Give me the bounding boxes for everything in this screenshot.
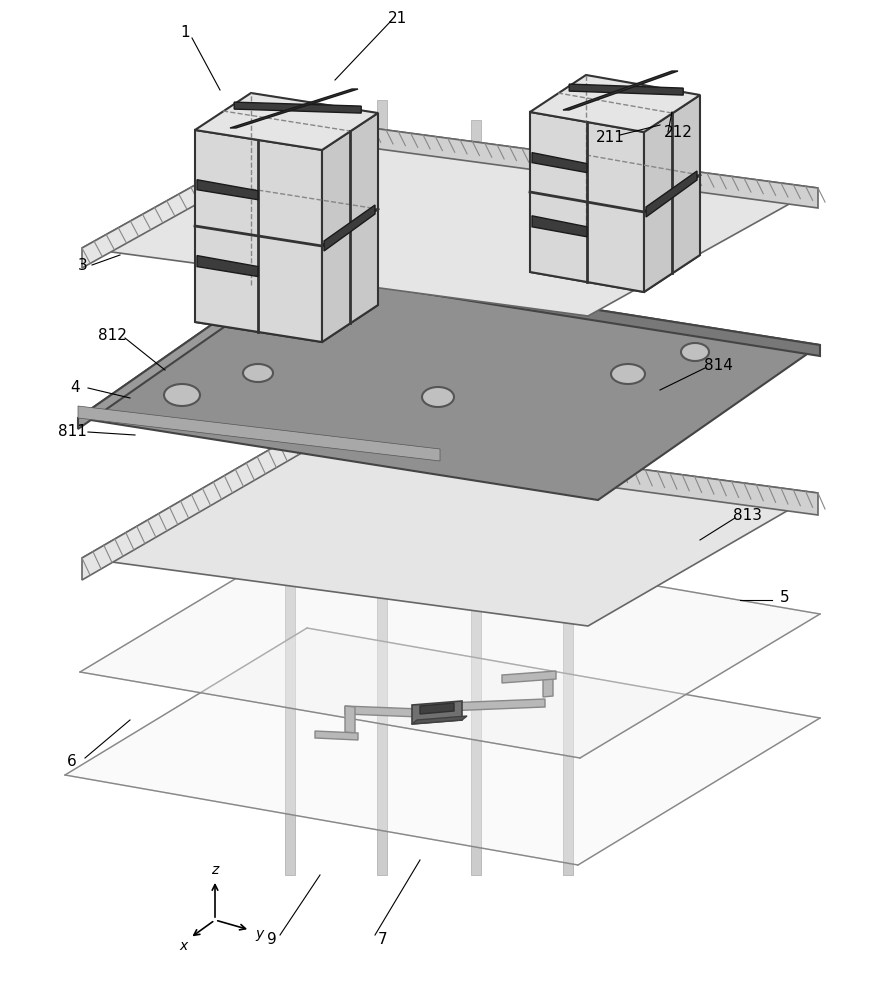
Text: 5: 5	[780, 590, 789, 605]
Polygon shape	[529, 75, 699, 132]
Polygon shape	[344, 706, 355, 733]
Polygon shape	[80, 528, 819, 758]
Polygon shape	[420, 703, 453, 714]
Polygon shape	[529, 75, 586, 272]
Polygon shape	[377, 100, 386, 875]
Polygon shape	[78, 406, 440, 461]
Polygon shape	[412, 716, 466, 724]
Polygon shape	[344, 706, 444, 718]
Polygon shape	[444, 699, 544, 711]
Polygon shape	[644, 95, 699, 292]
Polygon shape	[563, 71, 677, 110]
Polygon shape	[501, 671, 556, 683]
Polygon shape	[234, 102, 361, 113]
Text: 211: 211	[595, 130, 623, 145]
Text: 3: 3	[78, 257, 88, 272]
Text: 9: 9	[267, 932, 277, 947]
Polygon shape	[645, 171, 696, 217]
Polygon shape	[82, 425, 817, 626]
Polygon shape	[471, 120, 480, 875]
Text: y: y	[255, 927, 263, 941]
Polygon shape	[321, 113, 378, 342]
Polygon shape	[230, 89, 357, 128]
Polygon shape	[531, 216, 587, 237]
Polygon shape	[251, 93, 378, 305]
Polygon shape	[529, 235, 699, 292]
Text: x: x	[178, 939, 187, 953]
Text: 814: 814	[702, 358, 731, 372]
Text: 811: 811	[57, 424, 86, 440]
Polygon shape	[195, 93, 251, 322]
Polygon shape	[195, 285, 378, 342]
Polygon shape	[312, 120, 817, 208]
Polygon shape	[284, 148, 295, 875]
Ellipse shape	[164, 384, 200, 406]
Polygon shape	[65, 628, 819, 865]
Polygon shape	[195, 130, 321, 342]
Ellipse shape	[421, 387, 453, 407]
Text: z: z	[211, 863, 219, 877]
Polygon shape	[197, 256, 258, 277]
Polygon shape	[299, 263, 819, 356]
Polygon shape	[78, 263, 819, 500]
Polygon shape	[529, 112, 644, 292]
Polygon shape	[324, 205, 375, 251]
Polygon shape	[78, 263, 299, 429]
Polygon shape	[197, 180, 258, 200]
Polygon shape	[543, 678, 552, 697]
Polygon shape	[82, 120, 312, 268]
Text: 212: 212	[663, 125, 692, 140]
Polygon shape	[314, 731, 357, 740]
Ellipse shape	[610, 364, 644, 384]
Polygon shape	[563, 148, 572, 875]
Text: 813: 813	[732, 508, 761, 522]
Text: 1: 1	[180, 25, 190, 40]
Polygon shape	[312, 425, 817, 515]
Polygon shape	[82, 120, 817, 316]
Polygon shape	[586, 75, 699, 255]
Polygon shape	[569, 84, 682, 95]
Polygon shape	[531, 153, 587, 173]
Polygon shape	[412, 701, 462, 724]
Text: 4: 4	[70, 380, 80, 395]
Ellipse shape	[680, 343, 709, 361]
Ellipse shape	[242, 364, 273, 382]
Text: 6: 6	[67, 754, 76, 770]
Polygon shape	[195, 93, 378, 150]
Text: 812: 812	[97, 328, 126, 342]
Text: 7: 7	[378, 932, 387, 947]
Text: 21: 21	[388, 11, 407, 26]
Polygon shape	[82, 425, 312, 580]
